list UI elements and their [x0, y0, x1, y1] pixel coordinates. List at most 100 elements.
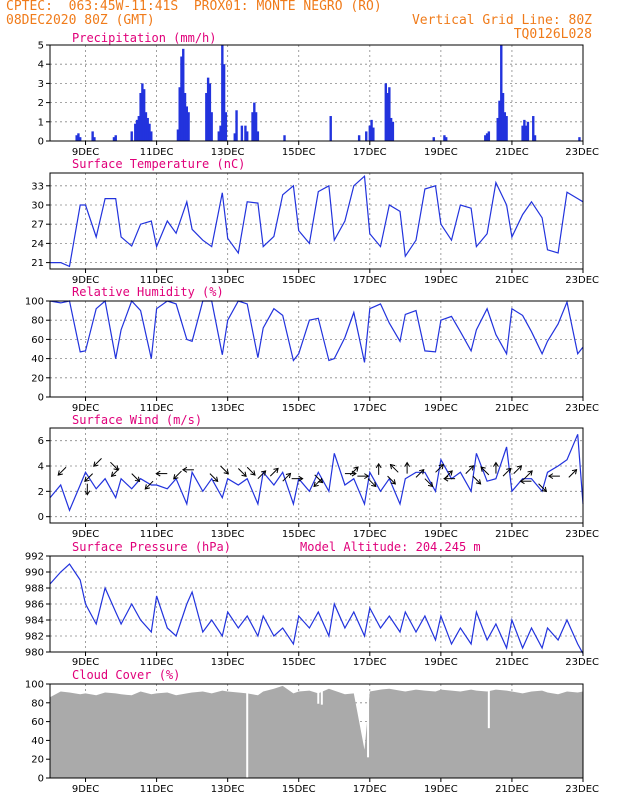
panel-title: Relative Humidity (%)	[72, 285, 224, 299]
panel-title: Surface Temperature (nC)	[72, 157, 245, 171]
panel-1: Surface Temperature (nC) 21 24 27 30 33 9DEC 11…	[31, 157, 599, 286]
y-tick-label: 60	[31, 717, 44, 728]
precip-bar	[372, 127, 375, 141]
precip-bar	[112, 137, 116, 141]
precip-bar	[386, 93, 389, 141]
wind-arrow	[424, 478, 434, 487]
precip-bar	[137, 116, 141, 141]
y-tick-label: 0	[38, 137, 44, 148]
x-date-label: 23DEC	[565, 657, 599, 668]
wind-arrow-head	[250, 470, 256, 476]
x-date-label: 11DEC	[140, 529, 174, 540]
x-date-label: 15DEC	[282, 275, 316, 286]
y-tick-label: 0	[38, 512, 44, 523]
x-date-label: 11DEC	[140, 403, 174, 414]
wind-arrow-head	[364, 473, 370, 480]
precip-bar	[135, 119, 139, 141]
precip-bar	[244, 125, 247, 141]
precip-bar	[246, 131, 249, 141]
y-tick-label: 992	[25, 552, 44, 563]
precip-bar	[521, 125, 524, 141]
precip-bar	[253, 102, 256, 141]
y-tick-label: 0	[38, 393, 44, 404]
precip-bar	[205, 93, 208, 141]
wind-arrow	[144, 480, 154, 490]
wind-arrow-head	[317, 477, 324, 484]
wind-arrow	[465, 465, 474, 474]
precip-bar	[485, 133, 489, 141]
wind-arrow-head	[519, 478, 525, 485]
x-date-label: 15DEC	[282, 147, 316, 158]
wind-arrow-head	[571, 468, 578, 475]
wind-arrow-head	[468, 465, 475, 471]
x-date-label: 17DEC	[353, 784, 387, 795]
wind-arrow-head	[390, 479, 397, 485]
precip-bar	[524, 125, 528, 141]
panel-2: Relative Humidity (%) 0 20 40 60 80 100 9DEC 11D…	[25, 285, 599, 414]
precip-bar	[487, 131, 491, 141]
header-model-id: TQ0126L028	[513, 27, 592, 42]
wind-arrow	[387, 475, 396, 485]
panel-5: Cloud Cover (%) 0 20 40 60 80 100 9DEC 11DEC 13DE…	[25, 668, 599, 795]
wind-arrow	[57, 466, 67, 476]
precip-bar	[141, 83, 144, 141]
precip-bar	[368, 125, 371, 141]
x-date-label: 21DEC	[495, 657, 529, 668]
precip-bar	[500, 45, 503, 141]
precip-bar	[130, 131, 133, 141]
wind-arrow-head	[541, 486, 548, 493]
x-date-label: 21DEC	[495, 403, 529, 414]
precip-bar	[283, 135, 286, 141]
wind-arrow-head	[480, 466, 486, 472]
y-tick-label: 980	[25, 648, 44, 659]
cloud-gap	[487, 684, 490, 729]
wind-arrow-head	[57, 470, 63, 476]
precip-bar	[144, 112, 148, 141]
wind-arrow	[524, 470, 533, 480]
series-line	[49, 563, 584, 654]
wind-arrow-head	[419, 468, 425, 475]
wind-arrow	[237, 468, 247, 477]
wind-arrow	[390, 464, 399, 473]
x-date-label: 15DEC	[282, 784, 316, 795]
series-line	[49, 299, 584, 363]
y-tick-label: 984	[25, 616, 44, 627]
panel-frame	[49, 44, 584, 142]
precip-bar	[114, 135, 117, 141]
x-date-label: 19DEC	[424, 147, 458, 158]
precip-bar	[217, 131, 220, 141]
precip-bar	[384, 83, 387, 141]
y-tick-label: 27	[31, 220, 44, 231]
cloud-gap	[320, 684, 323, 705]
wind-arrow-head	[298, 475, 304, 482]
x-date-label: 23DEC	[565, 784, 599, 795]
wind-arrow-head	[93, 461, 99, 467]
wind-arrow-head	[285, 472, 292, 479]
x-date-label: 17DEC	[353, 657, 387, 668]
precip-bar	[501, 93, 505, 141]
precip-bar	[176, 129, 180, 141]
panel-subtitle: Model Altitude: 204.245 m	[300, 540, 481, 554]
y-tick-label: 30	[31, 201, 44, 212]
wind-arrow-head	[241, 471, 247, 477]
precip-bar	[357, 135, 361, 141]
wind-arrow-head	[493, 461, 499, 467]
y-tick-label: 1	[38, 117, 44, 128]
precip-bar	[389, 117, 393, 141]
wind-arrow-head	[404, 461, 411, 467]
y-tick-label: 4	[38, 60, 44, 71]
wind-arrow-head	[371, 481, 377, 488]
precip-bar	[432, 137, 435, 141]
precip-bar	[526, 121, 530, 141]
y-tick-label: 982	[25, 632, 44, 643]
wind-arrow-head	[427, 481, 434, 488]
x-date-label: 15DEC	[282, 529, 316, 540]
wind-arrow-head	[443, 475, 449, 482]
wind-arrow	[367, 478, 377, 487]
wind-arrow-head	[516, 465, 523, 471]
precip-bar	[183, 93, 187, 141]
precip-bar	[444, 137, 448, 141]
x-date-label: 9DEC	[72, 275, 99, 286]
precip-bar	[484, 135, 487, 141]
y-tick-label: 2	[38, 487, 44, 498]
